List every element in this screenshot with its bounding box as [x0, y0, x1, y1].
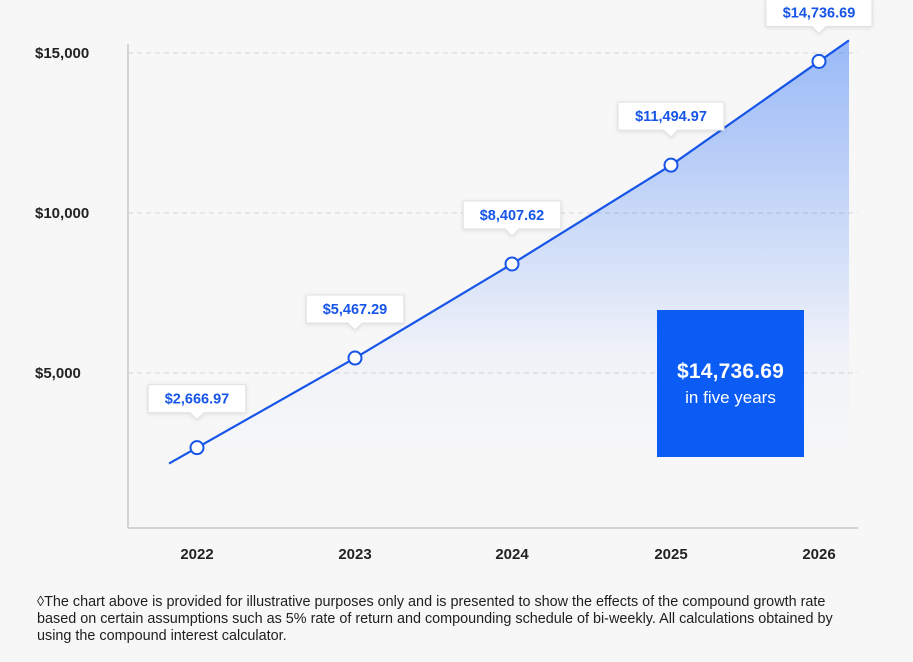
data-label-box: $8,407.62	[462, 200, 562, 237]
data-point	[811, 53, 827, 69]
data-label: $11,494.97	[635, 109, 707, 125]
x-tick-label: 2022	[180, 546, 213, 563]
data-label-bubble	[147, 384, 247, 421]
data-label-bubble	[765, 0, 873, 35]
data-label: $8,407.62	[480, 208, 545, 224]
data-label-box: $11,494.97	[617, 101, 725, 138]
data-point	[189, 440, 205, 456]
callout-value: $14,736.69	[676, 359, 785, 383]
y-tick-label: $10,000	[35, 205, 89, 222]
callout-caption: in five years	[685, 387, 776, 407]
data-label-bubble	[305, 294, 405, 331]
x-tick-label: 2023	[338, 546, 371, 563]
data-label-box: $14,736.69	[765, 0, 873, 35]
data-point	[347, 350, 363, 366]
data-label-bubble	[617, 101, 725, 138]
growth-chart: $5,000 $10,000 $15,000 $2,666.97 2022 $5,467.…	[35, 0, 873, 563]
data-label-bubble	[462, 200, 562, 237]
data-label: $5,467.29	[323, 302, 388, 318]
chart-footnote: ◊The chart above is provided for illustr…	[37, 594, 833, 644]
data-label-box: $2,666.97	[147, 384, 247, 421]
data-point	[504, 256, 520, 272]
x-tick-label: 2025	[654, 546, 687, 563]
data-point	[663, 157, 679, 173]
y-tick-label: $15,000	[35, 45, 89, 62]
data-label: $2,666.97	[165, 392, 230, 408]
total-callout: $14,736.69 in five years	[657, 310, 804, 457]
data-label-box: $5,467.29	[305, 294, 405, 331]
x-tick-label: 2024	[495, 546, 529, 563]
x-tick-label: 2026	[802, 546, 835, 563]
y-tick-label: $5,000	[35, 365, 81, 382]
data-label: $14,736.69	[783, 5, 856, 21]
